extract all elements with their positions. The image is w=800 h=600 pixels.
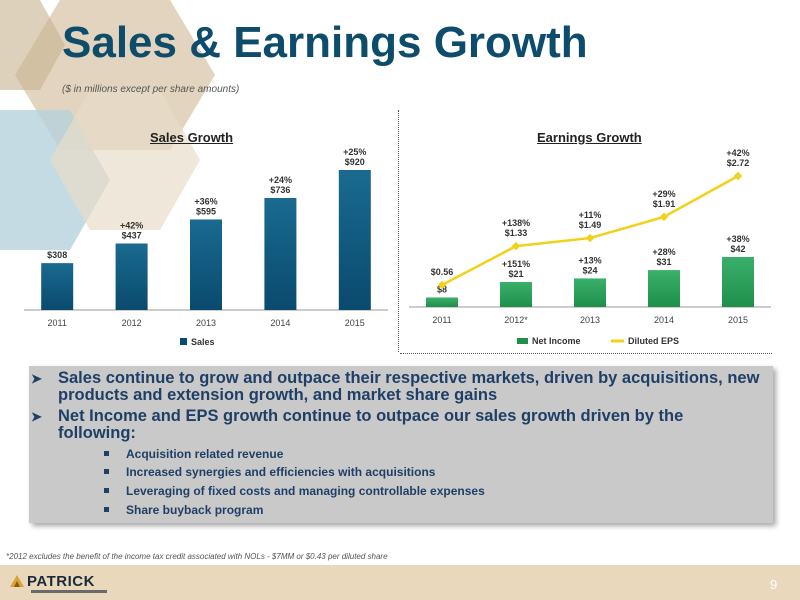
sub-bullet-item: Share buyback program — [104, 503, 264, 517]
sub-bullet-item: Acquisition related revenue — [104, 447, 284, 461]
net-income-bar — [722, 257, 754, 307]
page-title: Sales & Earnings Growth — [62, 18, 588, 67]
chart-bottom-divider — [400, 353, 772, 354]
net-income-bar — [574, 278, 606, 307]
square-bullet-icon — [104, 488, 109, 493]
sub-bullet-text: Acquisition related revenue — [126, 447, 284, 461]
legend-label-eps: Diluted EPS — [628, 336, 679, 346]
net-income-growth-label: +38% — [726, 234, 749, 244]
sales-chart-title: Sales Growth — [150, 130, 234, 145]
sales-value-label: $595 — [196, 206, 216, 216]
sales-bar — [190, 219, 222, 310]
footnote: *2012 excludes the benefit of the income… — [6, 552, 388, 561]
net-income-value-label: $31 — [656, 257, 671, 267]
eps-point — [585, 233, 595, 243]
net-income-bar — [500, 282, 532, 307]
sales-bar — [338, 170, 371, 310]
sales-bar — [41, 263, 74, 310]
net-income-bar — [648, 270, 680, 307]
net-income-value-label: $42 — [730, 244, 745, 254]
net-income-bar — [426, 297, 458, 307]
bullet-text: Sales continue to grow and outpace their… — [58, 369, 760, 404]
earnings-chart-title: Earnings Growth — [537, 130, 642, 145]
square-bullet-icon — [104, 451, 109, 456]
sub-bullet-item: Increased synergies and efficiencies wit… — [104, 465, 436, 479]
bullet-text: Net Income and EPS growth continue to ou… — [58, 407, 684, 442]
net-income-growth-label: +13% — [578, 255, 601, 265]
logo-tagline-bar — [31, 590, 107, 593]
eps-growth-label: +138% — [502, 218, 530, 228]
sub-bullet-item: Leveraging of fixed costs and managing c… — [104, 484, 485, 498]
eps-growth-label: +29% — [652, 189, 675, 199]
eps-value-label: $2.72 — [727, 158, 750, 168]
legend-swatch-sales — [180, 338, 187, 345]
sales-bar — [115, 243, 148, 310]
net-income-value-label: $8 — [437, 284, 447, 294]
sales-growth-label: +36% — [194, 196, 217, 206]
chart-divider — [398, 110, 399, 352]
eps-point — [437, 280, 447, 290]
sales-value-label: $920 — [345, 157, 365, 167]
sub-bullet-text: Leveraging of fixed costs and managing c… — [126, 484, 485, 498]
sub-bullet-text: Increased synergies and efficiencies wit… — [126, 465, 436, 479]
sales-value-label: $437 — [122, 231, 142, 241]
sales-growth-label: +25% — [343, 147, 366, 157]
net-income-growth-label: +28% — [652, 247, 675, 257]
company-logo: PATRICK — [27, 573, 95, 590]
sales-x-tick-label: 2014 — [270, 318, 290, 328]
sales-x-tick-label: 2012 — [122, 318, 142, 328]
earnings-x-tick-label: 2011 — [432, 315, 451, 325]
sales-growth-chart: $308 2011 $437+42% 2012 $595+36% 2013 $736+24%… — [24, 147, 388, 347]
sales-bar — [264, 198, 297, 310]
sales-x-tick-label: 2013 — [196, 318, 216, 328]
page-subtitle: ($ in millions except per share amounts) — [62, 84, 240, 95]
decorative-hexagons — [0, 0, 215, 250]
legend-swatch-net-income — [517, 338, 528, 344]
sales-x-tick-label: 2015 — [345, 318, 365, 328]
earnings-x-tick-label: 2015 — [728, 315, 748, 325]
net-income-value-label: $24 — [582, 265, 597, 275]
earnings-x-tick-label: 2014 — [654, 315, 674, 325]
sales-value-label: $736 — [270, 185, 290, 195]
net-income-growth-label: +151% — [502, 259, 530, 269]
arrow-bullet-icon: ➤ — [31, 409, 42, 424]
square-bullet-icon — [104, 469, 109, 474]
sub-bullet-text: Share buyback program — [126, 503, 264, 517]
eps-growth-label: +11% — [579, 210, 602, 220]
page-number: 9 — [770, 577, 778, 592]
sales-value-label: $308 — [47, 250, 67, 260]
eps-growth-label: +42% — [726, 148, 749, 158]
bullet-item: ➤ Sales continue to grow and outpace the… — [31, 369, 764, 404]
legend-label-net-income: Net Income — [532, 336, 581, 346]
bullet-panel — [29, 366, 773, 523]
eps-value-label: $1.33 — [505, 228, 528, 238]
sales-growth-label: +42% — [120, 221, 143, 231]
arrow-bullet-icon: ➤ — [31, 371, 42, 386]
earnings-x-tick-label: 2012* — [504, 315, 528, 325]
earnings-growth-chart: $8 2011 $21+151% 2012* $24+13% 2013 $31+28% 201… — [409, 148, 771, 346]
net-income-value-label: $21 — [508, 269, 523, 279]
square-bullet-icon — [104, 507, 109, 512]
footer-bar — [0, 565, 800, 600]
sales-x-tick-label: 2011 — [48, 318, 67, 328]
eps-value-label: $0.56 — [431, 267, 454, 277]
eps-value-label: $1.91 — [653, 199, 676, 209]
bullet-item: ➤ Net Income and EPS growth continue to … — [31, 407, 764, 442]
patrick-logo-mark-icon — [10, 575, 24, 587]
eps-value-label: $1.49 — [579, 220, 602, 230]
legend-label-sales: Sales — [191, 337, 215, 347]
earnings-x-tick-label: 2013 — [580, 315, 600, 325]
sales-growth-label: +24% — [269, 175, 292, 185]
